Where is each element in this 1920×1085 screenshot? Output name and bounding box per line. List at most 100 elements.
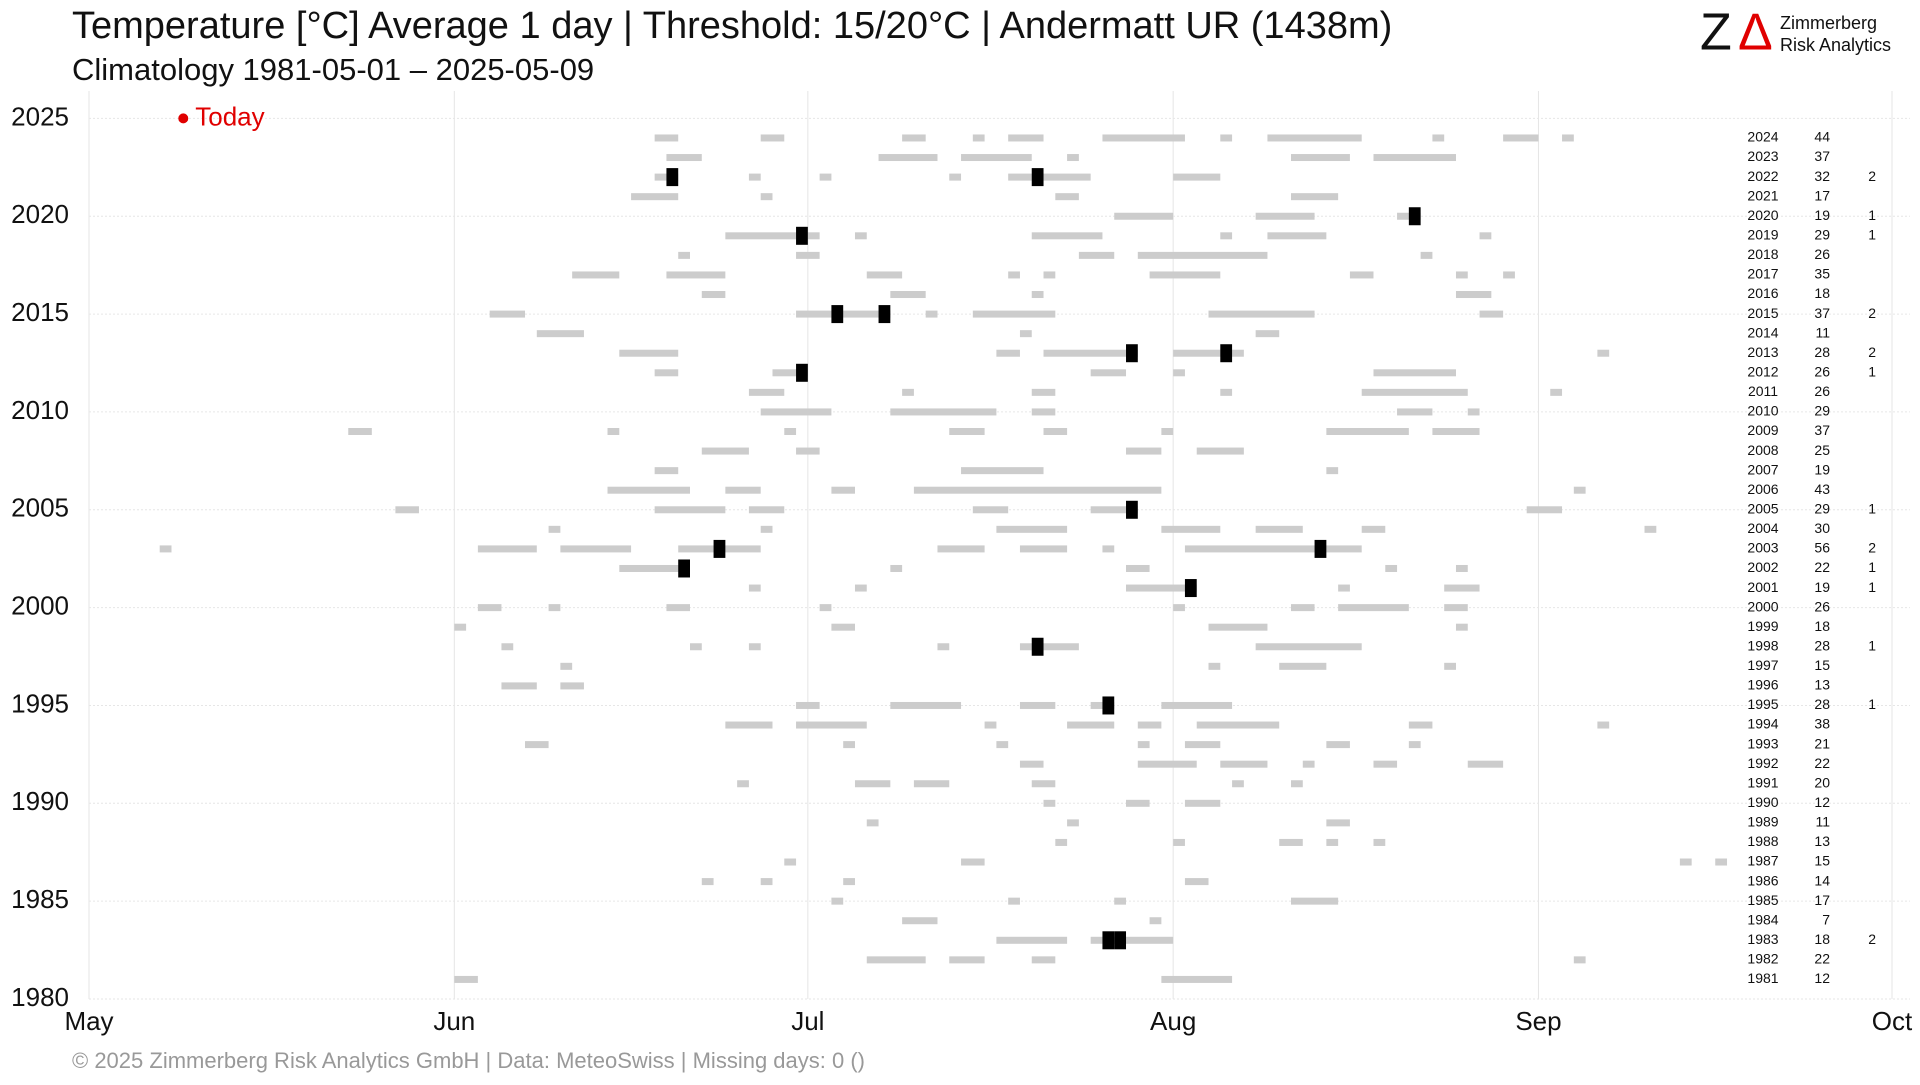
table-year: 1992 bbox=[1747, 755, 1778, 771]
warm-span bbox=[348, 428, 372, 435]
table-count15: 20 bbox=[1814, 774, 1830, 790]
warm-span bbox=[1467, 760, 1504, 768]
warm-span bbox=[1008, 271, 1020, 279]
warm-span bbox=[1102, 545, 1115, 553]
warm-span bbox=[949, 428, 985, 435]
warm-span bbox=[1090, 936, 1174, 944]
hot-day bbox=[1314, 539, 1327, 558]
warm-span bbox=[654, 134, 679, 142]
warm-span bbox=[972, 310, 1056, 318]
table-count15: 26 bbox=[1814, 383, 1830, 399]
warm-span bbox=[1019, 760, 1044, 768]
warm-span bbox=[1102, 134, 1185, 142]
warm-span bbox=[1373, 760, 1398, 768]
table-year: 2005 bbox=[1747, 500, 1778, 516]
table-year: 2013 bbox=[1747, 344, 1778, 360]
table-count15: 21 bbox=[1814, 735, 1830, 751]
x-tick-label: Aug bbox=[1150, 1006, 1196, 1036]
warm-span bbox=[819, 604, 832, 612]
table-count20: 2 bbox=[1868, 305, 1876, 321]
table-count15: 18 bbox=[1814, 618, 1830, 634]
table-year: 1987 bbox=[1747, 853, 1778, 869]
hot-day bbox=[796, 226, 808, 245]
table-year: 2016 bbox=[1747, 285, 1778, 301]
table-year: 2019 bbox=[1747, 227, 1778, 243]
warm-span bbox=[619, 349, 679, 357]
warm-span bbox=[1408, 721, 1433, 729]
warm-span bbox=[548, 525, 561, 533]
logo-line2: Risk Analytics bbox=[1780, 35, 1891, 55]
table-count15: 37 bbox=[1814, 422, 1830, 438]
warm-span bbox=[1149, 917, 1162, 925]
warm-span bbox=[1126, 584, 1197, 592]
warm-span bbox=[854, 232, 867, 240]
table-count15: 14 bbox=[1814, 872, 1830, 888]
warm-span bbox=[1455, 271, 1468, 279]
table-year: 2000 bbox=[1747, 598, 1778, 614]
warm-span bbox=[1444, 584, 1480, 592]
y-tick-label: 1980 bbox=[11, 982, 69, 1012]
warm-span bbox=[1255, 330, 1280, 338]
table-year: 1997 bbox=[1747, 657, 1778, 673]
warm-span bbox=[1114, 212, 1174, 220]
warm-span bbox=[996, 741, 1009, 749]
warm-span bbox=[1349, 271, 1374, 279]
table-count15: 13 bbox=[1814, 833, 1830, 849]
warm-span bbox=[1679, 858, 1692, 866]
warm-span bbox=[690, 643, 702, 651]
warm-span bbox=[1255, 525, 1303, 533]
y-tick-label: 1985 bbox=[11, 884, 69, 914]
warm-span bbox=[1184, 741, 1221, 749]
table-count15: 11 bbox=[1815, 814, 1830, 830]
warm-span bbox=[1267, 232, 1327, 240]
warm-span bbox=[972, 134, 985, 142]
warm-span bbox=[1373, 154, 1456, 162]
table-count15: 15 bbox=[1814, 853, 1830, 869]
table-count20: 2 bbox=[1868, 931, 1876, 947]
warm-span bbox=[937, 545, 985, 553]
warm-span bbox=[1455, 564, 1468, 572]
warm-span bbox=[760, 408, 832, 416]
warm-span bbox=[1043, 799, 1056, 807]
warm-span bbox=[560, 682, 584, 690]
warm-span bbox=[1149, 271, 1221, 279]
table-count20: 1 bbox=[1868, 500, 1876, 516]
warm-span bbox=[1326, 741, 1350, 749]
warm-span bbox=[1008, 134, 1044, 142]
warm-span bbox=[1137, 721, 1162, 729]
x-tick-label: Jul bbox=[791, 1006, 824, 1036]
table-year: 2007 bbox=[1747, 461, 1778, 477]
table-count15: 38 bbox=[1814, 716, 1830, 732]
warm-span bbox=[1031, 408, 1056, 416]
y-tick-label: 2020 bbox=[11, 199, 69, 229]
warm-span bbox=[1573, 486, 1586, 494]
table-year: 1998 bbox=[1747, 637, 1778, 653]
table-year: 2020 bbox=[1747, 207, 1778, 223]
warm-span bbox=[477, 604, 502, 612]
warm-span bbox=[890, 701, 962, 709]
warm-span bbox=[725, 232, 820, 240]
warm-span bbox=[654, 467, 679, 475]
warm-span bbox=[477, 545, 537, 553]
warm-span bbox=[831, 623, 855, 631]
warm-span bbox=[1043, 271, 1056, 279]
warm-span bbox=[748, 584, 761, 592]
warm-span bbox=[1279, 662, 1327, 670]
warm-span bbox=[501, 682, 537, 690]
chart-subtitle: Climatology 1981-05-01 – 2025-05-09 bbox=[72, 52, 594, 87]
hot-day bbox=[831, 305, 844, 324]
warm-span bbox=[701, 878, 714, 886]
warm-span bbox=[1444, 604, 1468, 612]
table-count20: 1 bbox=[1868, 363, 1876, 379]
today-dot bbox=[178, 113, 189, 124]
warm-span bbox=[1196, 447, 1244, 455]
table-count15: 17 bbox=[1814, 187, 1830, 203]
table-year: 1985 bbox=[1747, 892, 1778, 908]
table-count15: 37 bbox=[1814, 305, 1830, 321]
warm-span bbox=[1479, 310, 1504, 318]
warm-span bbox=[1208, 310, 1315, 318]
table-count20: 1 bbox=[1868, 227, 1876, 243]
warm-span bbox=[1291, 897, 1339, 905]
table-count15: 37 bbox=[1814, 148, 1830, 164]
warm-span bbox=[1302, 760, 1315, 768]
